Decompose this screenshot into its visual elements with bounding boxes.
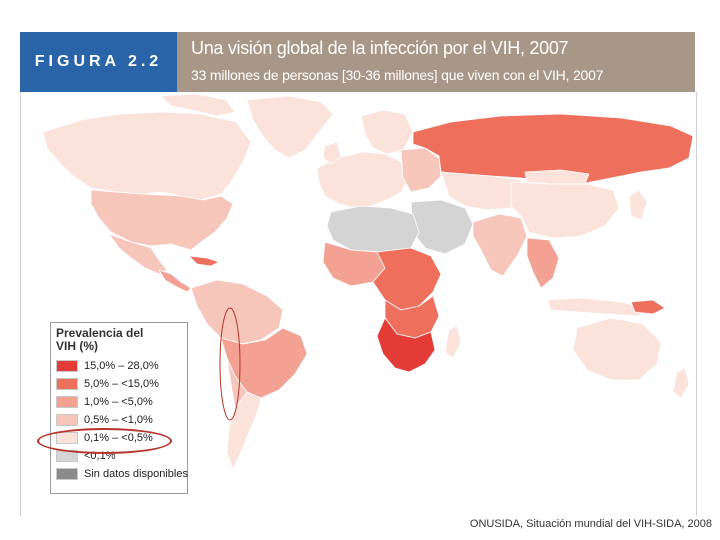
region-central-asia <box>440 171 526 211</box>
region-australia <box>572 317 662 381</box>
legend-item: Sin datos disponibles <box>56 465 188 483</box>
region-scandinavia <box>360 109 414 155</box>
region-china <box>510 181 620 239</box>
region-argentina <box>226 391 262 471</box>
legend-title-line1: Prevalencia del <box>56 326 144 340</box>
region-eastern-europe <box>400 147 442 193</box>
legend-swatch <box>56 360 78 372</box>
legend-swatch <box>56 396 78 408</box>
region-russia <box>412 113 694 185</box>
figure-label: FIGURA 2.2 <box>20 32 177 92</box>
region-indonesia <box>546 297 646 317</box>
region-mongolia <box>524 169 590 185</box>
region-greenland <box>246 95 334 159</box>
region-madagascar <box>444 325 462 359</box>
legend-title: Prevalencia del VIH (%) <box>56 327 182 353</box>
legend-label: 1,0% – <5,0% <box>84 396 153 408</box>
legend-item: 5,0% – <15,0% <box>56 375 182 393</box>
legend-swatch <box>56 414 78 426</box>
legend-title-line2: VIH (%) <box>56 339 98 353</box>
region-north-africa <box>326 205 420 253</box>
highlight-ellipse <box>37 428 172 454</box>
legend: Prevalencia del VIH (%) 15,0% – 28,0% 5,… <box>50 322 188 494</box>
map-title: Una visión global de la infección por el… <box>191 38 569 58</box>
region-india <box>472 213 528 277</box>
region-japan <box>628 189 648 221</box>
legend-label: 5,0% – <15,0% <box>84 378 159 390</box>
legend-label: 15,0% – 28,0% <box>84 360 159 372</box>
legend-swatch <box>56 378 78 390</box>
region-arctic-islands <box>160 93 236 117</box>
legend-item: 15,0% – 28,0% <box>56 357 182 375</box>
region-papua <box>630 299 666 315</box>
region-south-america-north <box>190 279 284 345</box>
region-central-america <box>158 269 192 293</box>
legend-swatch <box>56 468 78 480</box>
legend-item: 1,0% – <5,0% <box>56 393 182 411</box>
region-europe <box>316 151 410 209</box>
region-uk <box>322 141 342 165</box>
region-canada <box>42 111 252 201</box>
source-citation: ONUSIDA, Situación mundial del VIH-SIDA,… <box>469 518 712 530</box>
title-banner: Una visión global de la infección por el… <box>177 32 695 92</box>
region-usa <box>90 189 234 251</box>
region-southern-africa <box>376 317 436 373</box>
legend-label: 0,5% – <1,0% <box>84 414 153 426</box>
region-new-zealand <box>672 367 690 399</box>
world-map-svg <box>42 93 694 471</box>
map-subtitle: 33 millones de personas [30-36 millones]… <box>191 67 604 83</box>
region-middle-east <box>410 199 474 255</box>
annotation-chile-ellipse <box>219 307 241 421</box>
legend-item: 0,5% – <1,0% <box>56 411 182 429</box>
region-caribbean <box>188 255 220 267</box>
legend-label: Sin datos disponibles <box>84 468 188 480</box>
region-southeast-asia <box>526 237 560 289</box>
